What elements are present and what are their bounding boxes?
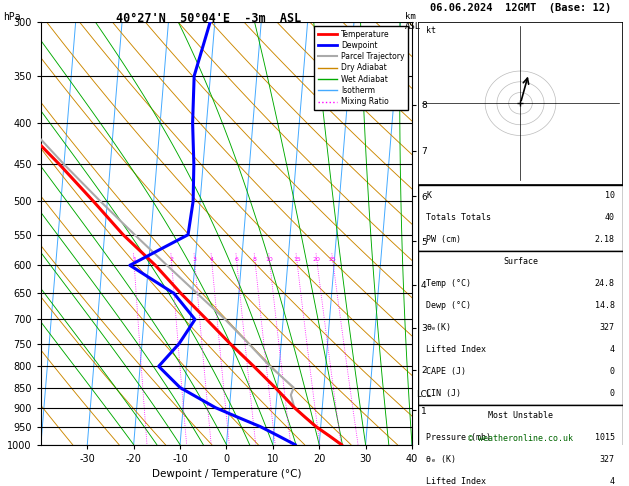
Text: hPa: hPa <box>3 12 21 22</box>
Text: 14.8: 14.8 <box>594 301 615 310</box>
Text: 4: 4 <box>610 345 615 354</box>
Text: Surface: Surface <box>503 257 538 266</box>
Text: 06.06.2024  12GMT  (Base: 12): 06.06.2024 12GMT (Base: 12) <box>430 3 611 14</box>
Text: 40: 40 <box>604 213 615 222</box>
Text: 10: 10 <box>265 257 274 262</box>
Text: Lifted Index: Lifted Index <box>426 345 486 354</box>
Text: 327: 327 <box>599 323 615 332</box>
Text: 10: 10 <box>604 191 615 200</box>
Legend: Temperature, Dewpoint, Parcel Trajectory, Dry Adiabat, Wet Adiabat, Isotherm, Mi: Temperature, Dewpoint, Parcel Trajectory… <box>314 26 408 110</box>
Text: Mixing Ratio (g/kg): Mixing Ratio (g/kg) <box>433 279 442 359</box>
Text: PW (cm): PW (cm) <box>426 235 462 244</box>
Text: Dewp (°C): Dewp (°C) <box>426 301 472 310</box>
Text: 0: 0 <box>610 389 615 398</box>
Text: Temp (°C): Temp (°C) <box>426 279 472 288</box>
Text: θₑ(K): θₑ(K) <box>426 323 452 332</box>
Text: 1: 1 <box>132 257 136 262</box>
Text: 3: 3 <box>192 257 197 262</box>
Text: 1015: 1015 <box>594 433 615 442</box>
Text: 20: 20 <box>313 257 321 262</box>
Text: 25: 25 <box>329 257 337 262</box>
Text: 24.8: 24.8 <box>594 279 615 288</box>
Text: 8: 8 <box>253 257 257 262</box>
Text: Pressure (mb): Pressure (mb) <box>426 433 491 442</box>
Text: 0: 0 <box>610 367 615 376</box>
Bar <box>418 22 623 185</box>
Text: km: km <box>405 12 416 21</box>
Text: Most Unstable: Most Unstable <box>488 411 553 420</box>
Text: 327: 327 <box>599 455 615 464</box>
Text: 4: 4 <box>209 257 214 262</box>
Bar <box>418 185 623 251</box>
Text: 2.18: 2.18 <box>594 235 615 244</box>
Text: 15: 15 <box>293 257 301 262</box>
Text: Totals Totals: Totals Totals <box>426 213 491 222</box>
Text: K: K <box>426 191 431 200</box>
Text: θₑ (K): θₑ (K) <box>426 455 457 464</box>
Text: © weatheronline.co.uk: © weatheronline.co.uk <box>468 434 573 443</box>
Text: 6: 6 <box>235 257 238 262</box>
Text: 40°27'N  50°04'E  -3m  ASL: 40°27'N 50°04'E -3m ASL <box>116 12 302 25</box>
Bar <box>418 404 623 486</box>
Text: Lifted Index: Lifted Index <box>426 477 486 486</box>
Text: ASL: ASL <box>405 22 421 31</box>
Text: 4: 4 <box>610 477 615 486</box>
Text: kt: kt <box>426 26 437 35</box>
Text: 2: 2 <box>169 257 174 262</box>
Text: CIN (J): CIN (J) <box>426 389 462 398</box>
Bar <box>418 251 623 404</box>
Text: CAPE (J): CAPE (J) <box>426 367 467 376</box>
Text: LCL: LCL <box>416 390 431 399</box>
X-axis label: Dewpoint / Temperature (°C): Dewpoint / Temperature (°C) <box>152 469 301 479</box>
